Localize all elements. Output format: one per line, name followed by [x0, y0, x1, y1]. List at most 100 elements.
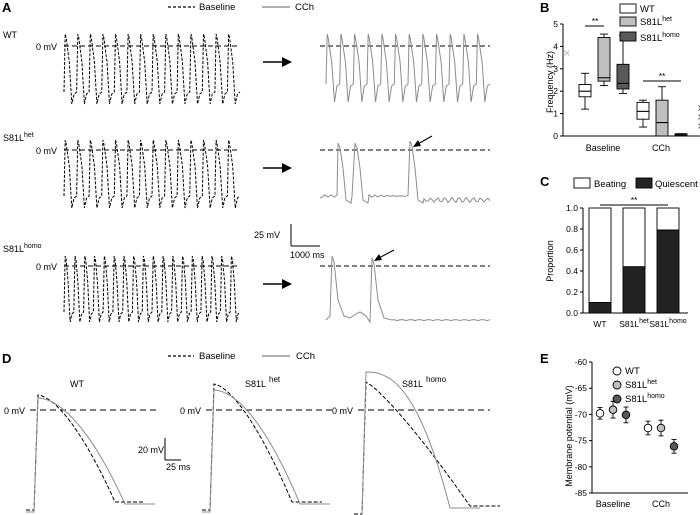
transition-arrow-wt	[263, 57, 292, 67]
box-body	[636, 101, 650, 120]
panel-e-ytick-label: -80	[575, 462, 588, 472]
panel-b-ylabel: Frequency (Hz)	[545, 51, 555, 113]
trace-homo-cch	[325, 255, 491, 324]
legend-e-homo-sup: homo	[647, 393, 665, 400]
trace-homo-baseline	[63, 255, 241, 323]
panel-c-ytick-label: 0.6	[566, 245, 578, 255]
ap-label-homo: S81L homo	[402, 375, 447, 389]
panel-d-traces	[26, 371, 500, 515]
panel-b-ytick-label: 3	[553, 64, 558, 74]
ap-trace-het-baseline	[202, 383, 322, 511]
panel-e-xtick-label: CCh	[652, 499, 670, 509]
panel-b-sig-cch: **	[659, 71, 666, 81]
panel-d-label: D	[2, 351, 11, 366]
panel-e-ytick-label: -75	[575, 436, 588, 446]
ap-label-wt: WT	[70, 379, 84, 389]
row-label-s81l-het-sup: het	[24, 132, 34, 139]
panel-a-label: A	[2, 0, 12, 15]
row-label-wt: WT	[3, 30, 17, 40]
legend-e-wt: WT	[625, 366, 640, 377]
box-body	[578, 84, 592, 98]
panel-c-xtick-sup: homo	[669, 318, 687, 325]
legend-c-quiescent: Quiescent	[655, 179, 698, 190]
row-het-zero-label: 0 mV	[36, 146, 57, 156]
scalebar-d-time: 25 ms	[166, 462, 191, 472]
panel-c-xtick-sup: het	[639, 318, 649, 325]
panel-b-legend: WT S81Lhet S81Lhomo	[619, 3, 680, 44]
panel-b-sig-baseline: **	[592, 16, 599, 26]
legend-cch-label: CCh	[295, 2, 314, 13]
row-label-s81l-het: S81Lhet	[3, 132, 34, 143]
panel-b-ytick-label: 1	[553, 109, 558, 119]
legend-c-quiescent-swatch	[635, 177, 653, 189]
panel-a-traces	[63, 33, 491, 324]
legend-b-homo-swatch	[619, 31, 637, 42]
panel-c-ytick-label: 0.4	[566, 266, 578, 276]
box-body	[616, 63, 630, 90]
legend-d-cch: CCh	[296, 351, 315, 362]
legend-b-homo-sup: homo	[662, 32, 680, 39]
legend-b-het-name: S81L	[640, 17, 662, 28]
panel-c-ytick-label: 0.8	[566, 224, 578, 234]
bar-quiescent	[656, 229, 680, 314]
panel-c-legend: Beating Quiescent	[573, 177, 698, 190]
ap-trace-homo-baseline	[354, 381, 500, 515]
box-outlier-marker	[564, 50, 570, 56]
transition-arrow-het	[263, 163, 292, 173]
box-outlier-marker	[698, 105, 700, 111]
panel-e-ytick-label: -85	[575, 488, 588, 498]
panel-e-label: E	[540, 351, 549, 366]
panel-c-label: C	[540, 174, 550, 189]
panel-c-xtick-label: S81Lhomo	[649, 318, 686, 329]
panel-e-xtick-label: Baseline	[596, 499, 631, 509]
legend-b-het-swatch	[619, 16, 637, 27]
panel-c-sig: **	[631, 195, 638, 205]
panel-a-legend: Baseline CCh	[168, 2, 314, 13]
panel-c-ylabel: Proportion	[545, 240, 555, 282]
bar-quiescent	[622, 266, 646, 314]
row-wt-zero-label: 0 mV	[36, 42, 57, 52]
panel-e-ytick-label: -65	[575, 383, 588, 393]
legend-b-het-sup: het	[662, 16, 672, 23]
row-label-s81l-het-name: S81L	[3, 133, 24, 143]
panel-b-xtick-label: Baseline	[586, 143, 621, 153]
panel-c-ytick-label: 0.2	[566, 287, 578, 297]
panel-e-dotplot: Membrane potential (mV) -60 -65 -70 -75 -80 -…	[564, 357, 688, 509]
box-outlier-marker	[698, 114, 700, 120]
trace-wt-cch	[325, 33, 491, 103]
pointer-arrow-het	[413, 135, 433, 147]
scalebar-a-time: 1000 ms	[290, 250, 325, 260]
legend-e-homo-marker	[612, 394, 622, 404]
bar-beating	[622, 207, 646, 268]
point-marker	[621, 410, 631, 420]
ap-het-zero-label: 0 mV	[180, 406, 201, 416]
box-body	[597, 36, 611, 82]
legend-e-het: S81Lhet	[625, 379, 657, 391]
panel-b-ytick-label: 2	[553, 86, 558, 96]
ap-trace-wt-baseline	[26, 394, 145, 511]
panel-e-ytick-label: -60	[575, 357, 588, 367]
trace-wt-baseline	[63, 33, 241, 105]
trace-het-baseline	[63, 139, 241, 209]
trace-het-cch	[319, 140, 491, 204]
point-marker	[669, 442, 679, 451]
ap-homo-zero-label: 0 mV	[332, 406, 353, 416]
legend-baseline-label: Baseline	[199, 2, 235, 13]
ap-label-homo-name: S81L	[402, 379, 423, 389]
row-homo-zero-label: 0 mV	[36, 262, 57, 272]
panel-b-label: B	[540, 0, 549, 15]
point-marker	[656, 423, 666, 433]
legend-c-beating: Beating	[594, 179, 626, 190]
panel-c-ytick-label: 1.0	[566, 203, 578, 213]
bar-beating	[588, 207, 612, 303]
legend-b-het: S81Lhet	[640, 16, 672, 28]
legend-e-het-marker	[612, 380, 622, 390]
ap-wt-zero-label: 0 mV	[4, 406, 25, 416]
panel-b-ytick-label: 4	[553, 41, 558, 51]
row-label-s81l-homo-name: S81L	[3, 244, 24, 254]
ap-label-het: S81L het	[245, 375, 281, 389]
legend-b-homo: S81Lhomo	[640, 32, 680, 44]
point-marker	[608, 405, 618, 414]
panel-c-xtick-name: WT	[593, 319, 606, 329]
panel-b-ytick-label: 0	[553, 131, 558, 141]
